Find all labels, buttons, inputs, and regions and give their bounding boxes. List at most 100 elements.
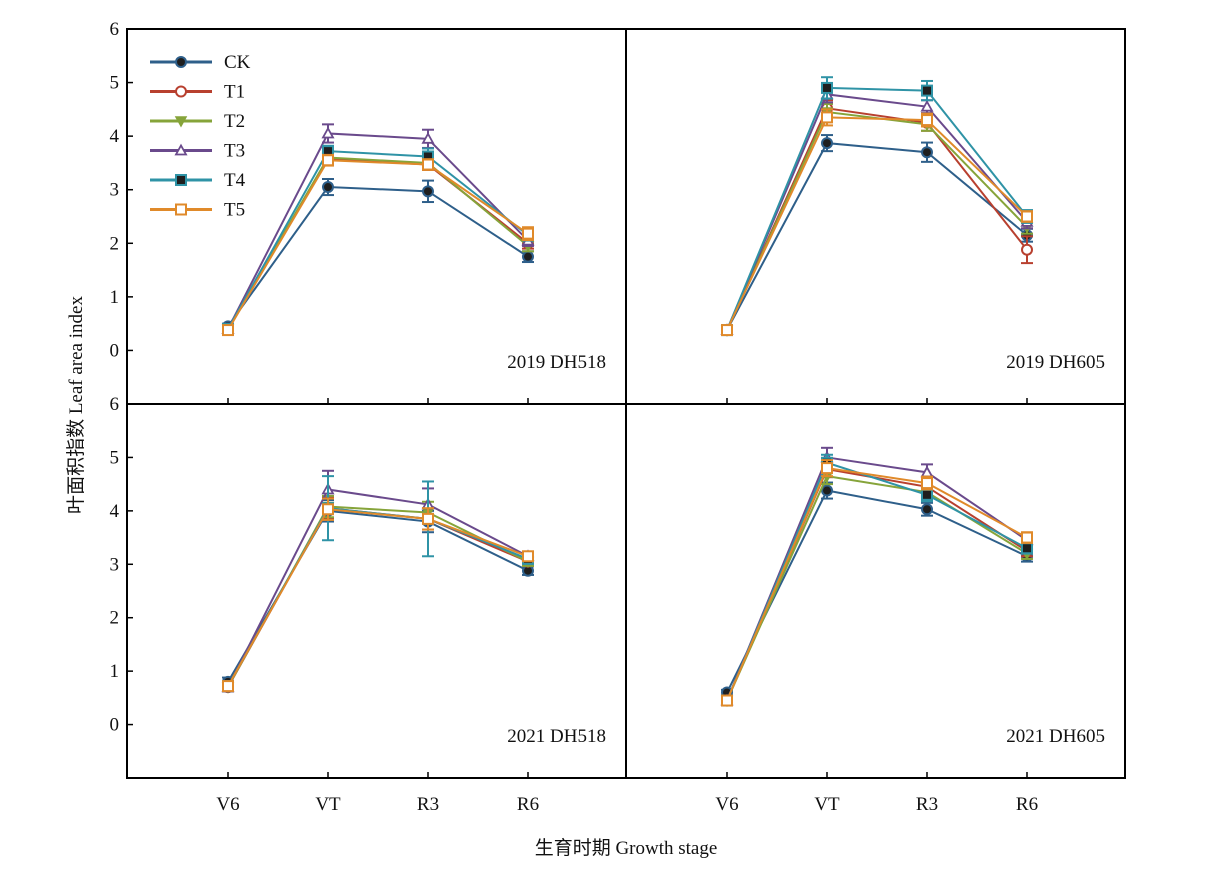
data-point (921, 84, 933, 97)
y-tick-label: 6 (110, 394, 120, 415)
x-tick-label: V6 (216, 794, 239, 815)
series-t4 (721, 453, 1033, 707)
x-tick-label: V6 (715, 794, 738, 815)
data-point (322, 154, 334, 167)
series-t2 (720, 103, 1034, 337)
y-tick-label: 4 (110, 126, 120, 147)
series-t2 (720, 467, 1034, 708)
y-axis-title: 叶面积指数 Leaf area index (65, 296, 87, 514)
data-point (920, 465, 934, 478)
data-point (1021, 243, 1033, 256)
legend-marker (175, 174, 187, 186)
legend-item-t2: T2 (150, 111, 245, 132)
legend-label: T4 (224, 170, 246, 191)
data-point (422, 185, 434, 198)
data-point (522, 227, 534, 240)
y-tick-label: 0 (110, 715, 120, 736)
x-axis-title: 生育时期 Growth stage (535, 837, 718, 859)
panel-label: 2021 DH518 (507, 726, 606, 747)
series-line-ck (726, 489, 1028, 693)
x-tick-label: VT (814, 794, 840, 815)
series-t3 (221, 123, 535, 334)
series-line-t5 (227, 508, 529, 687)
data-point (921, 488, 933, 501)
series-line-t2 (227, 156, 529, 330)
data-point (920, 99, 934, 112)
legend-item-t4: T4 (150, 170, 246, 191)
series-line-t1 (726, 468, 1028, 701)
data-point (522, 250, 534, 263)
series-t5 (721, 108, 1033, 337)
series-t1 (721, 460, 1033, 707)
series-line-t5 (227, 159, 529, 331)
series-line-ck (726, 142, 1028, 331)
series-t5 (721, 459, 1033, 707)
panels-layer: 2019 DH518 2019 DH605 2021 DH518 2021 DH605 (221, 76, 1105, 747)
series-t1 (222, 152, 534, 335)
series-t2 (221, 494, 535, 694)
series-t3 (221, 469, 535, 693)
data-point (321, 126, 335, 139)
axes-layer: 0 1 2 3 4 5 6 0 1 2 3 4 5 6 V6 VT R3 R6 V6 VT R3 R6 (110, 19, 1126, 815)
legend-marker (175, 85, 187, 98)
x-tick-label: R3 (417, 794, 439, 815)
chart-panel-1: 2019 DH518 (221, 123, 606, 373)
series-line-t4 (227, 150, 529, 330)
series-line-t3 (726, 456, 1028, 701)
series-t1 (721, 99, 1033, 337)
data-point (422, 158, 434, 171)
y-tick-label: 3 (110, 180, 120, 201)
chart-panel-3: 2021 DH518 (221, 469, 606, 747)
y-tick-label: 2 (110, 608, 120, 629)
series-t3 (720, 85, 1034, 335)
legend-item-t5: T5 (150, 200, 245, 221)
series-ck (222, 499, 534, 688)
data-point (821, 111, 833, 124)
data-point (522, 550, 534, 563)
y-tick-label: 4 (110, 501, 120, 522)
series-t5 (222, 497, 534, 693)
series-line-t2 (726, 475, 1028, 701)
data-point (1021, 210, 1033, 223)
series-t4 (222, 475, 534, 693)
panel-label: 2019 DH518 (507, 352, 606, 373)
legend-label: T3 (224, 141, 245, 162)
legend-label: T5 (224, 200, 245, 221)
series-line-t5 (726, 116, 1028, 331)
series-line-t1 (227, 158, 529, 330)
data-point (422, 512, 434, 525)
x-tick-label: R3 (916, 794, 938, 815)
series-line-t4 (726, 461, 1028, 701)
series-t2 (221, 151, 535, 336)
y-tick-label: 5 (110, 73, 120, 94)
legend-marker (174, 116, 188, 128)
series-line-t5 (726, 467, 1028, 701)
chart-panel-4: 2021 DH605 (720, 446, 1105, 747)
series-t5 (222, 153, 534, 337)
y-tick-label: 5 (110, 447, 120, 468)
x-tick-label: R6 (517, 794, 539, 815)
legend-item-t3: T3 (150, 141, 245, 162)
y-tick-label: 1 (110, 287, 120, 308)
legend-item-ck: CK (150, 52, 251, 73)
series-line-t3 (726, 93, 1028, 331)
legend: CK T1 T2 T3 T4 T5 (150, 52, 251, 221)
panel-label: 2021 DH605 (1006, 726, 1105, 747)
legend-marker (174, 143, 188, 156)
series-t3 (720, 446, 1034, 706)
series-line-t3 (227, 132, 529, 330)
data-point (721, 324, 733, 337)
series-t1 (222, 496, 534, 694)
legend-marker (175, 56, 187, 68)
panel-label: 2019 DH605 (1006, 352, 1105, 373)
data-point (921, 503, 933, 516)
data-point (821, 137, 833, 150)
y-tick-label: 3 (110, 554, 120, 575)
series-line-ck (227, 186, 529, 327)
y-tick-label: 2 (110, 233, 120, 254)
legend-label: T1 (224, 82, 245, 103)
data-point (921, 146, 933, 159)
data-point (821, 484, 833, 497)
data-point (1021, 542, 1033, 555)
